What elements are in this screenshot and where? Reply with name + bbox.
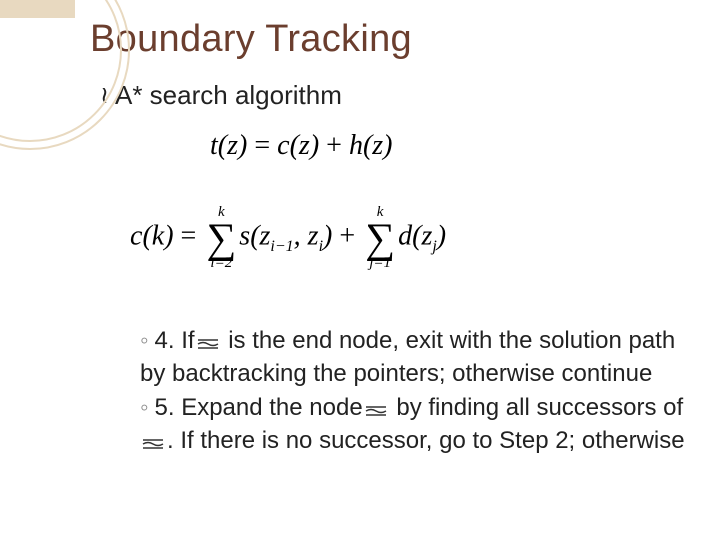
step5-text-a: 5. Expand the node (155, 394, 363, 421)
body-steps: ◦4. If is the end node, exit with the so… (140, 326, 685, 463)
sum-2: k∑j=1 (365, 205, 395, 271)
eq2-lhs-fn: c (130, 220, 142, 251)
eq1-r1-arg: z (299, 130, 310, 161)
page-title: Boundary Tracking (90, 18, 412, 61)
sum2-bot: j=1 (365, 256, 395, 271)
eq1-r2-arg: z (372, 130, 383, 161)
step-4: ◦4. If is the end node, exit with the so… (140, 326, 685, 389)
decor-circle-inner (0, 0, 122, 142)
eq2-term2-base: z (421, 220, 432, 251)
equation-2: c(k) = k∑i=2s(zi−1, zi) + k∑j=1d(zj) (130, 205, 446, 271)
sigma-icon: ∑ (206, 218, 236, 260)
eq2-term1b-base: z (308, 220, 319, 251)
step5-text-c: . If there is no successor, go to Step 2… (167, 427, 685, 454)
inline-equiv-icon (364, 397, 388, 426)
eq2-term2-sub: j (432, 238, 436, 255)
bullet-text: A* search algorithm (115, 80, 342, 111)
bullet-level1: ≀ A* search algorithm (100, 80, 342, 111)
sum1-bot: i=2 (206, 256, 236, 271)
eq1-r1-fn: c (277, 130, 289, 161)
sum-1: k∑i=2 (206, 205, 236, 271)
step5-text-b: by finding all successors of (390, 394, 683, 421)
step-5: ◦5. Expand the node by finding all succe… (140, 393, 685, 460)
eq2-term1a-sub: i−1 (270, 238, 293, 255)
inline-equiv-icon (141, 430, 165, 459)
sigma-icon: ∑ (365, 218, 395, 260)
step5-marker: ◦ (140, 394, 155, 421)
step4-text-b: is the end node, exit with the solution … (140, 327, 675, 387)
slide-container: Boundary Tracking ≀ A* search algorithm … (0, 0, 720, 540)
step4-marker: ◦ (140, 327, 155, 354)
eq2-term2-fn: d (398, 220, 412, 251)
eq1-lhs-fn: t (210, 130, 218, 161)
inline-equiv-icon (196, 330, 220, 359)
eq1-r2-fn: h (349, 130, 363, 161)
equation-1: t(z) = c(z) + h(z) (210, 130, 393, 162)
eq2-term1-fn: s (239, 220, 250, 251)
eq2-lhs-arg: k (152, 220, 164, 251)
step4-text-a: 4. If (155, 327, 195, 354)
eq1-lhs-arg: z (227, 130, 238, 161)
eq2-term1b-sub: i (319, 238, 323, 255)
eq2-term1a-base: z (260, 220, 271, 251)
